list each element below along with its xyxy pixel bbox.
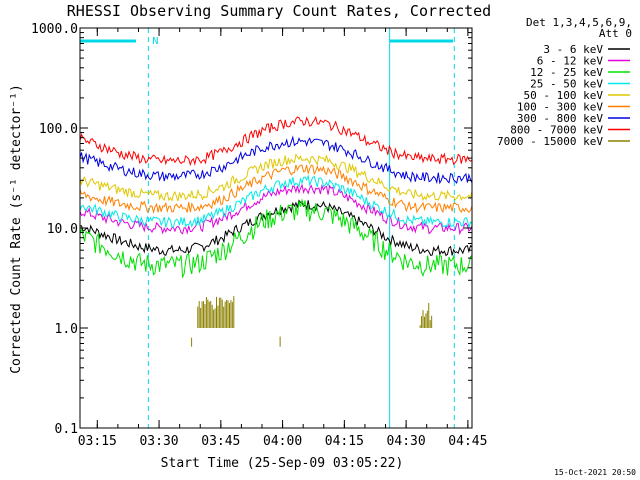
- x-tick-label: 03:45: [201, 434, 240, 449]
- x-tick-label: 04:00: [263, 434, 302, 449]
- high-energy-bursts: [191, 296, 433, 347]
- series-line: [79, 153, 473, 202]
- x-axis: 03:15 03:30 03:45 04:00 04:15 04:30 04:45: [78, 28, 487, 449]
- legend-label: 3 - 6 keV: [543, 43, 603, 56]
- y-tick-label: 1000.0: [31, 22, 78, 37]
- legend-label: 100 - 300 keV: [517, 101, 603, 114]
- series-line: [79, 115, 473, 167]
- y-tick-label: 100.0: [39, 122, 78, 137]
- x-tick-label: 04:30: [387, 434, 426, 449]
- series-line: [79, 174, 473, 229]
- legend-label: 12 - 25 keV: [530, 66, 603, 79]
- legend-header-line-1: Det 1,3,4,5,6,9,: [526, 16, 632, 29]
- legend-label: 7000 - 15000 keV: [497, 135, 603, 148]
- footer-timestamp: 15-Oct-2021 20:50: [554, 468, 636, 477]
- series-line: [79, 164, 473, 215]
- y-tick-label: 10.0: [47, 222, 78, 237]
- x-tick-label: 04:45: [448, 434, 487, 449]
- legend-label: 6 - 12 keV: [537, 55, 604, 68]
- y-axis-label: Corrected Count Rate (s⁻¹ detector⁻¹): [9, 84, 24, 374]
- night-label: N: [152, 36, 158, 47]
- series-line: [79, 198, 473, 279]
- series-line: [79, 183, 473, 236]
- x-tick-label: 03:30: [139, 434, 178, 449]
- x-tick-label: 03:15: [78, 434, 117, 449]
- series-line: [79, 199, 473, 257]
- legend-header-line-2: Att 0: [599, 27, 632, 40]
- legend-label: 300 - 800 keV: [517, 112, 603, 125]
- x-axis-label: Start Time (25-Sep-09 03:05:22): [161, 456, 404, 471]
- y-axis: 0.1 1.0 10.0 100.0 1000.0: [31, 22, 472, 437]
- y-tick-label: 0.1: [55, 422, 78, 437]
- legend-label: 50 - 100 keV: [524, 89, 604, 102]
- legend-label: 800 - 7000 keV: [510, 124, 603, 137]
- x-tick-label: 04:15: [325, 434, 364, 449]
- series-line: [79, 135, 473, 185]
- series-lines: [79, 115, 473, 279]
- plot-area: N 03:15 03:30 03:45 04:00 04:15 04:30 04:45 0.…: [31, 22, 487, 449]
- legend-label: 25 - 50 keV: [530, 78, 603, 91]
- y-tick-label: 1.0: [55, 322, 78, 337]
- chart-title: RHESSI Observing Summary Count Rates, Co…: [67, 2, 491, 20]
- night-markers: N: [80, 28, 455, 428]
